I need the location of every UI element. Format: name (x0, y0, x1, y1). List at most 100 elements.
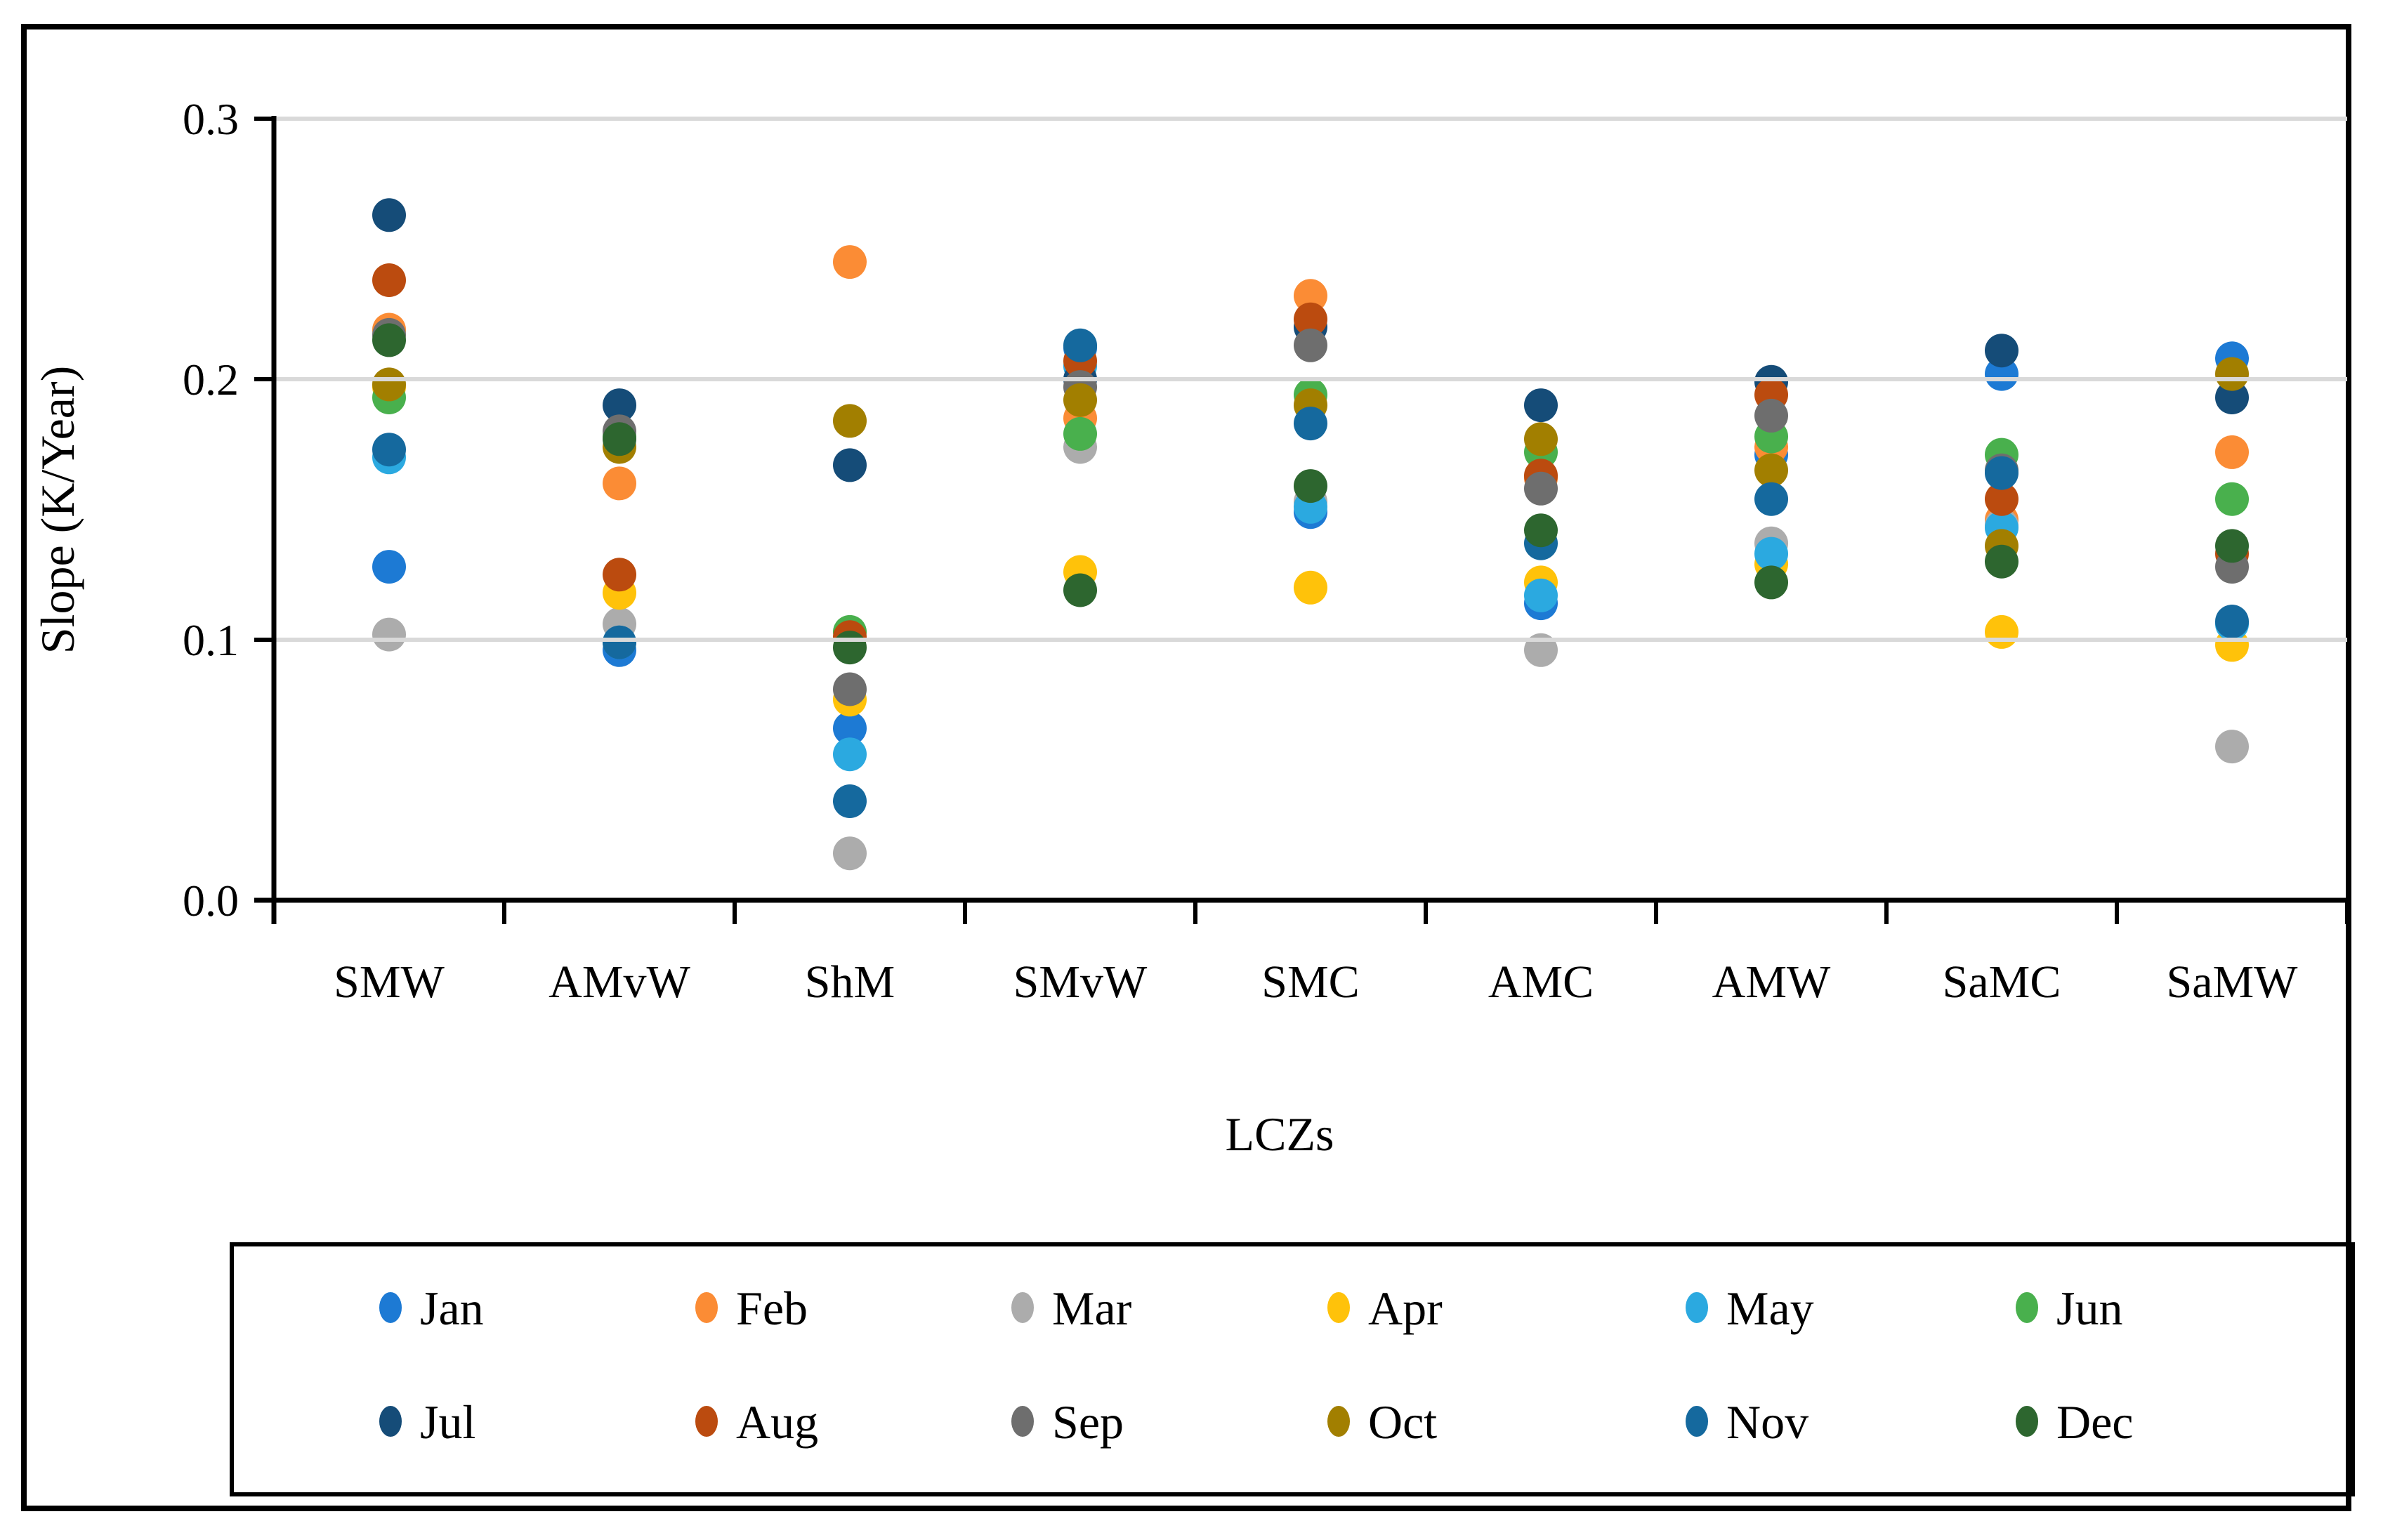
legend-marker-mar (1011, 1292, 1034, 1323)
legend-box (230, 1242, 2355, 1496)
legend-marker-feb (695, 1292, 718, 1323)
data-point-Jul-AMvW (603, 388, 636, 423)
data-point-Aug-SMW (372, 263, 406, 297)
data-point-Oct-AMW (1754, 453, 1788, 487)
data-point-Jun-SMvW (1063, 416, 1097, 451)
data-point-May-AMC (1524, 578, 1558, 612)
legend-label-jun: Jun (2056, 1282, 2122, 1335)
data-point-Dec-SMvW (1063, 573, 1097, 607)
data-point-Dec-SaMC (1985, 544, 2018, 579)
data-point-Jul-SMW (372, 198, 406, 232)
data-point-Mar-SaMW (2215, 730, 2249, 764)
data-point-Sep-AMW (1754, 398, 1788, 433)
data-point-Nov-AMW (1754, 482, 1788, 516)
x-category-label-SMC: SMC (1261, 956, 1359, 1008)
legend-marker-oct (1327, 1406, 1350, 1437)
data-point-Dec-AMvW (603, 422, 636, 456)
x-category-label-AMC: AMC (1488, 956, 1594, 1008)
data-point-Oct-SMvW (1063, 383, 1097, 417)
legend-marker-jun (2016, 1292, 2038, 1323)
legend-label-feb: Feb (736, 1282, 808, 1335)
x-category-label-ShM: ShM (805, 956, 895, 1008)
legend-marker-aug (695, 1406, 718, 1437)
legend-marker-nov (1686, 1406, 1708, 1437)
legend-label-mar: Mar (1052, 1282, 1132, 1335)
y-tick-label-0.0: 0.0 (183, 876, 239, 926)
data-point-Sep-ShM (833, 672, 867, 706)
legend-label-may: May (1726, 1282, 1814, 1335)
data-point-Aug-SMC (1294, 302, 1327, 336)
data-point-Mar-ShM (833, 836, 867, 871)
legend-label-dec: Dec (2056, 1395, 2133, 1449)
data-point-Nov-AMvW (603, 625, 636, 659)
data-point-Jan-SMW (372, 550, 406, 584)
data-point-Dec-ShM (833, 631, 867, 665)
data-point-Nov-SMC (1294, 407, 1327, 441)
axes-layer (254, 116, 2349, 924)
legend-label-nov: Nov (1726, 1395, 1808, 1449)
legend: Jan Feb Mar Apr May Jun Jul Aug Sep Oct Nov Dec (230, 1242, 2355, 1496)
data-point-May-ShM (833, 737, 867, 772)
x-category-label-AMW: AMW (1712, 956, 1831, 1008)
data-point-Jul-AMC (1524, 388, 1558, 423)
y-tick-label-0.2: 0.2 (183, 355, 239, 404)
x-axis-title: LCZs (1226, 1107, 1334, 1161)
gridlines-layer (274, 117, 2347, 642)
legend-marker-jan (379, 1292, 402, 1323)
y-tick-label-0.3: 0.3 (183, 94, 239, 144)
data-point-Aug-SaMC (1985, 482, 2018, 516)
data-point-Mar-SMW (372, 617, 406, 652)
y-tick-label-0.1: 0.1 (183, 615, 239, 665)
data-points-layer (372, 198, 2249, 871)
data-point-Dec-SMC (1294, 469, 1327, 504)
legend-label-jul: Jul (420, 1395, 475, 1449)
data-point-Oct-ShM (833, 404, 867, 438)
y-axis-title: Slope (K/Year) (31, 366, 84, 654)
legend-marker-dec (2016, 1406, 2038, 1437)
data-point-Feb-SaMW (2215, 435, 2249, 469)
data-point-Nov-SaMC (1985, 456, 2018, 490)
data-point-May-AMW (1754, 537, 1788, 571)
legend-marker-may (1686, 1292, 1708, 1323)
data-point-Apr-SaMC (1985, 614, 2018, 649)
data-point-Apr-SMC (1294, 570, 1327, 605)
x-category-label-SMW: SMW (334, 956, 445, 1008)
legend-label-aug: Aug (736, 1395, 818, 1449)
data-point-Nov-SMW (372, 433, 406, 467)
data-point-Oct-SMW (372, 367, 406, 402)
data-point-Dec-SaMW (2215, 529, 2249, 563)
data-point-Oct-SaMW (2215, 357, 2249, 391)
data-point-Sep-SMC (1294, 328, 1327, 362)
legend-label-apr: Apr (1368, 1282, 1443, 1335)
legend-label-sep: Sep (1052, 1395, 1124, 1449)
data-point-Jan-ShM (833, 711, 867, 746)
data-point-Jul-ShM (833, 448, 867, 482)
data-point-Dec-AMW (1754, 565, 1788, 600)
data-point-Nov-ShM (833, 784, 867, 818)
data-point-Jun-SaMW (2215, 482, 2249, 516)
data-point-Jul-SaMC (1985, 334, 2018, 368)
data-point-Dec-AMC (1524, 513, 1558, 548)
legend-marker-sep (1011, 1406, 1034, 1437)
data-point-Jan-SaMC (1985, 357, 2018, 391)
legend-marker-apr (1327, 1292, 1350, 1323)
legend-label-jan: Jan (420, 1282, 484, 1335)
data-point-Nov-SMvW (1063, 328, 1097, 362)
data-point-Aug-AMvW (603, 558, 636, 592)
data-point-Sep-AMC (1524, 471, 1558, 506)
data-point-Oct-AMC (1524, 422, 1558, 456)
x-category-label-SMvW: SMvW (1013, 956, 1148, 1008)
data-point-Feb-SMC (1294, 279, 1327, 313)
axis-labels-layer: 0.0 0.1 0.2 0.3 SMW AMvW ShM SMvW SMC AMC AMW SaMC S… (183, 94, 2298, 1008)
legend-label-oct: Oct (1368, 1395, 1437, 1449)
x-category-label-AMvW: AMvW (549, 956, 690, 1008)
data-point-Jul-SaMW (2215, 381, 2249, 414)
data-point-Nov-SaMW (2215, 605, 2249, 638)
legend-marker-jul (379, 1406, 402, 1437)
data-point-Feb-ShM (833, 245, 867, 279)
x-category-label-SaMC: SaMC (1943, 956, 2061, 1008)
data-point-Feb-AMvW (603, 466, 636, 501)
figure-border (21, 24, 2351, 1511)
